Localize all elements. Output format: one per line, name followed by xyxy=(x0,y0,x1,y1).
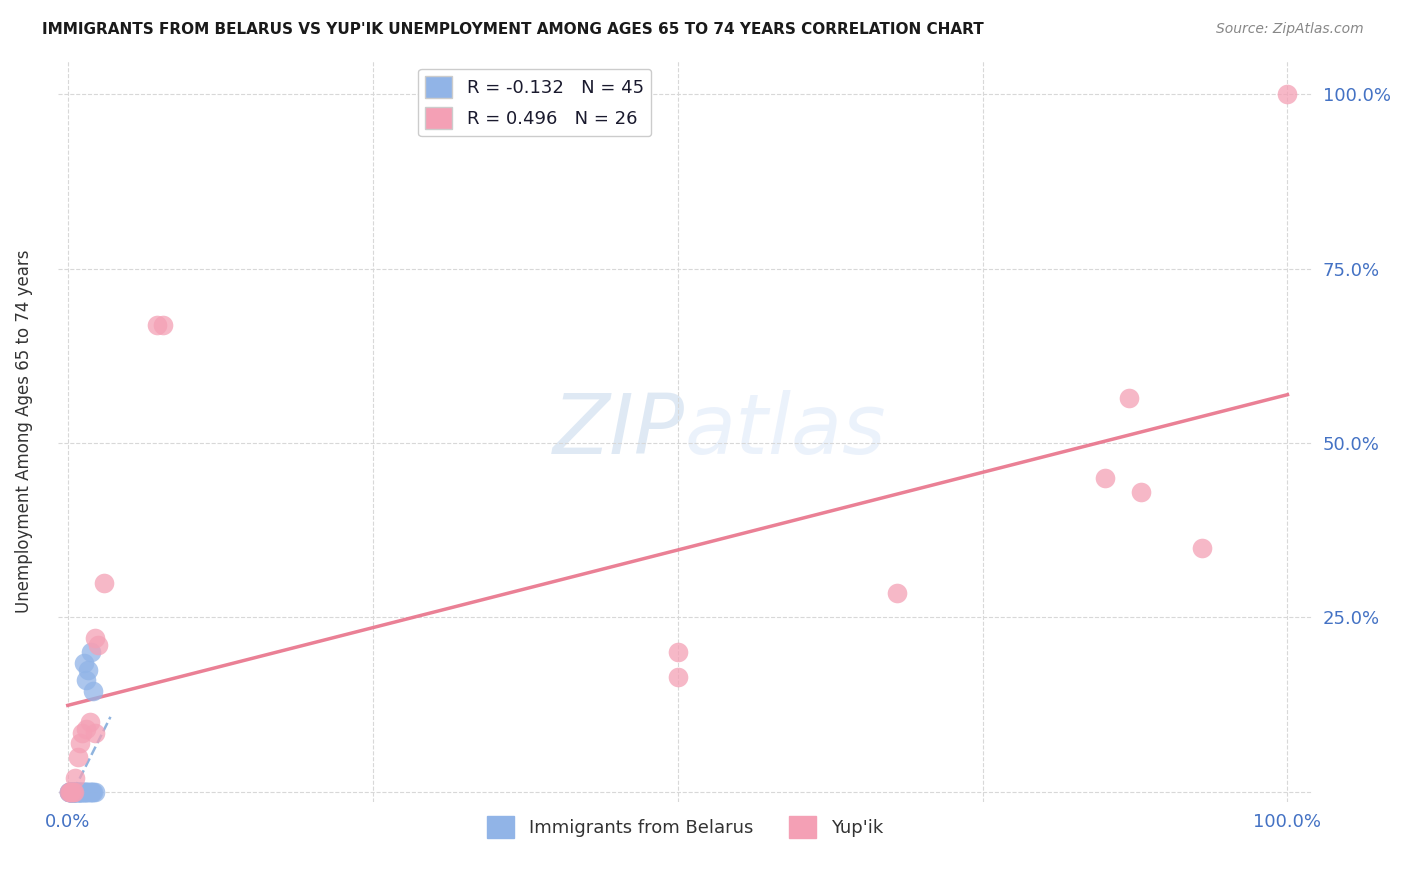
Point xyxy=(152,318,174,332)
Point xyxy=(87,639,110,653)
Y-axis label: Unemployment Among Ages 65 to 74 years: Unemployment Among Ages 65 to 74 years xyxy=(15,249,32,613)
Point xyxy=(59,785,82,799)
Point xyxy=(63,785,86,799)
Point xyxy=(59,785,82,799)
Text: ZIP: ZIP xyxy=(553,391,685,472)
Point xyxy=(58,785,80,799)
Point xyxy=(60,785,83,799)
Point xyxy=(75,673,97,688)
Point xyxy=(72,785,94,799)
Point xyxy=(72,785,94,799)
Point xyxy=(69,785,91,799)
Point xyxy=(58,785,80,799)
Point xyxy=(75,722,97,736)
Point xyxy=(62,785,84,799)
Point xyxy=(63,771,86,785)
Point xyxy=(77,785,100,799)
Legend: Immigrants from Belarus, Yup'ik: Immigrants from Belarus, Yup'ik xyxy=(479,809,890,846)
Point xyxy=(66,785,89,799)
Point xyxy=(83,632,105,646)
Point xyxy=(79,785,101,799)
Point xyxy=(65,785,87,799)
Point xyxy=(1277,87,1299,102)
Point xyxy=(72,785,94,799)
Point xyxy=(80,785,103,799)
Point xyxy=(1118,391,1140,405)
Point xyxy=(82,683,104,698)
Point xyxy=(93,575,115,590)
Point xyxy=(60,785,83,799)
Point xyxy=(1094,471,1116,485)
Point xyxy=(59,785,82,799)
Point xyxy=(59,785,82,799)
Point xyxy=(65,785,87,799)
Point xyxy=(69,736,91,750)
Point xyxy=(73,785,96,799)
Point xyxy=(77,663,100,677)
Point xyxy=(66,750,89,764)
Point xyxy=(62,785,84,799)
Point xyxy=(63,785,86,799)
Point xyxy=(70,785,93,799)
Point xyxy=(83,725,105,739)
Point xyxy=(60,785,83,799)
Point xyxy=(67,785,90,799)
Point xyxy=(66,785,89,799)
Point xyxy=(1191,541,1213,555)
Point xyxy=(82,785,104,799)
Point xyxy=(60,785,83,799)
Text: atlas: atlas xyxy=(685,391,887,472)
Point xyxy=(146,318,169,332)
Text: Source: ZipAtlas.com: Source: ZipAtlas.com xyxy=(1216,22,1364,37)
Point xyxy=(63,785,86,799)
Point xyxy=(666,670,689,684)
Point xyxy=(886,586,908,600)
Point xyxy=(79,715,101,730)
Point xyxy=(75,785,97,799)
Point xyxy=(63,785,86,799)
Point xyxy=(62,785,84,799)
Text: IMMIGRANTS FROM BELARUS VS YUP'IK UNEMPLOYMENT AMONG AGES 65 TO 74 YEARS CORRELA: IMMIGRANTS FROM BELARUS VS YUP'IK UNEMPL… xyxy=(42,22,984,37)
Point xyxy=(63,785,86,799)
Point xyxy=(69,785,91,799)
Point xyxy=(72,725,94,739)
Point xyxy=(63,785,86,799)
Point xyxy=(58,785,80,799)
Point xyxy=(72,656,94,670)
Point xyxy=(666,645,689,659)
Point xyxy=(80,645,103,659)
Point xyxy=(60,785,83,799)
Point xyxy=(83,785,105,799)
Point xyxy=(63,785,86,799)
Point xyxy=(72,785,94,799)
Point xyxy=(82,785,104,799)
Point xyxy=(62,785,84,799)
Point xyxy=(76,785,98,799)
Point xyxy=(1130,485,1153,500)
Point xyxy=(67,785,90,799)
